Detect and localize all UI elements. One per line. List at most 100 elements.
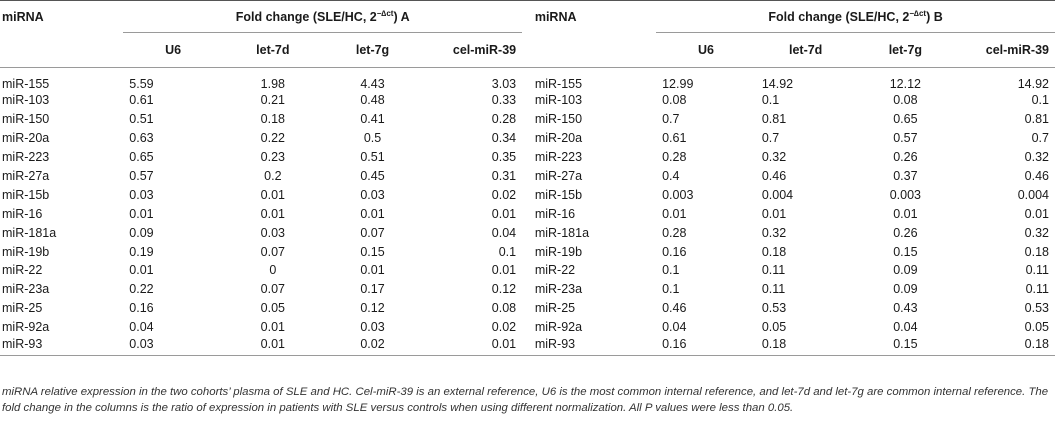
value-cell-b: 0.32 (761, 225, 787, 240)
value-cell-b: 0.11 (1025, 263, 1049, 278)
mirna-name-b: miR-16 (534, 206, 576, 221)
column-gap (522, 91, 533, 110)
value-cell-a: 0.02 (322, 336, 423, 356)
value-cell-b: 0.37 (893, 169, 918, 183)
value-cell-b: 0.81 (1024, 112, 1049, 127)
value-cell-a: 0.21 (260, 93, 285, 108)
table-row: miR-181a 0.09 0.03 0.07 0.04 miR-181a 0.28 0.32… (0, 223, 1055, 242)
value-cell-b: 0.7 (662, 112, 680, 127)
fold-change-header-a-text: Fold change (SLE/HC, 2 (235, 10, 377, 25)
value-cell-b: 0.7 (761, 131, 780, 146)
value-cell-a: 0.65 (129, 150, 154, 165)
table-row: miR-155 5.59 1.98 4.43 3.03 miR-155 12.99 14.92… (0, 68, 1055, 91)
value-cell-b: 0.65 (893, 112, 918, 127)
table-row: miR-150 0.51 0.18 0.41 0.28 miR-150 0.7 0.81 0.6… (0, 110, 1055, 129)
value-cell-b: 0.1 (1031, 93, 1049, 108)
table-row: miR-223 0.65 0.23 0.51 0.35 miR-223 0.28 0.32 0.… (0, 148, 1055, 167)
value-cell-a: 3.03 (491, 77, 517, 91)
value-cell-b: 0.09 (893, 282, 918, 297)
mirna-name-b: miR-22 (534, 263, 576, 278)
value-cell-a: 0.02 (491, 187, 517, 202)
value-cell-a: 0.03 (123, 336, 223, 356)
value-cell-a: 0.01 (360, 263, 385, 278)
column-gap (522, 0, 533, 33)
value-cell-b: 0.4 (662, 169, 680, 183)
mirna-name-b: miR-27a (534, 169, 583, 183)
value-cell-b: 0.43 (893, 301, 918, 316)
value-cell-b: 0.18 (955, 336, 1055, 356)
value-cell-b: 0.09 (893, 263, 918, 278)
mirna-name-b: miR-15b (534, 187, 583, 202)
value-cell-b: 0.04 (662, 320, 687, 335)
value-cell-b: 12.12 (889, 77, 921, 91)
col-header-a-let-7g: let-7g (322, 32, 423, 68)
mirna-name-b: miR-103 (534, 93, 583, 108)
mirna-name-a: miR-155 (2, 77, 50, 91)
table-caption: miRNA relative expression in the two coh… (2, 386, 1049, 414)
value-cell-b: 0.53 (761, 301, 787, 316)
table-row: miR-16 0.01 0.01 0.01 0.01 miR-16 0.01 0.01 0.01… (0, 204, 1055, 223)
value-cell-b: 0.1 (662, 282, 680, 297)
value-cell-a: 0.04 (491, 225, 517, 240)
value-cell-b: 14.92 (1017, 77, 1049, 91)
mirna-fold-change-table: miRNA Fold change (SLE/HC, 2−∆ct) A miRN… (0, 0, 1055, 356)
column-gap (522, 204, 533, 223)
value-cell-b: 0.05 (1024, 320, 1049, 335)
mirna-name-b: miR-92a (534, 320, 583, 335)
value-cell-a: 0.03 (129, 187, 154, 202)
value-cell-a: 0.18 (260, 112, 285, 127)
table-row: miR-19b 0.19 0.07 0.15 0.1 miR-19b 0.16 0.18 0.1… (0, 242, 1055, 261)
mirna-name-a: miR-103 (2, 93, 50, 108)
value-cell-b: 0.01 (662, 206, 687, 221)
value-cell-b: 0.05 (761, 320, 787, 335)
column-gap (522, 167, 533, 186)
fold-change-header-b: Fold change (SLE/HC, 2−∆ct) B (656, 0, 1055, 33)
mirna-name-b: miR-93 (532, 336, 657, 356)
mirna-header-a: miRNA (0, 0, 124, 33)
value-cell-b: 0.18 (755, 336, 856, 356)
value-cell-a: 0.51 (360, 150, 385, 165)
value-cell-a: 0.15 (360, 244, 385, 259)
table-row: miR-93 0.03 0.01 0.02 0.01 miR-93 0.16 0.18 0.15… (0, 336, 1055, 356)
value-cell-a: 0.01 (222, 336, 323, 356)
value-cell-b: 0.26 (893, 150, 918, 165)
mirna-header-b: miRNA (532, 0, 657, 33)
value-cell-a: 0.51 (129, 112, 154, 127)
value-cell-b: 0.04 (893, 320, 918, 335)
mirna-name-a: miR-16 (2, 206, 43, 221)
table-body: miR-155 5.59 1.98 4.43 3.03 miR-155 12.99 14.92… (0, 68, 1055, 356)
col-header-a-u6: U6 (123, 32, 223, 68)
value-cell-a: 0.5 (363, 131, 382, 146)
value-cell-b: 0.46 (662, 301, 687, 316)
mirna-name-a: miR-181a (2, 225, 57, 240)
value-cell-a: 0.01 (422, 336, 523, 356)
value-cell-b: 0.7 (1031, 131, 1049, 146)
value-cell-a: 0.09 (129, 225, 154, 240)
value-cell-a: 0.16 (129, 301, 154, 316)
header-row-group: miRNA Fold change (SLE/HC, 2−∆ct) A miRN… (0, 0, 1055, 33)
value-cell-b: 0.11 (1025, 282, 1049, 297)
value-cell-b: 0.004 (761, 187, 794, 202)
value-cell-a: 0.03 (260, 225, 285, 240)
table-row: miR-20a 0.63 0.22 0.5 0.34 miR-20a 0.61 0.7 0.57… (0, 129, 1055, 148)
value-cell-a: 0.19 (129, 244, 154, 259)
col-header-a-let-7d: let-7d (222, 32, 323, 68)
col-header-b-let-7g: let-7g (855, 32, 956, 68)
blank-header-b (532, 32, 657, 68)
value-cell-b: 0.61 (662, 131, 687, 146)
value-cell-b: 0.004 (1017, 187, 1049, 202)
value-cell-b: 0.53 (1024, 301, 1049, 316)
mirna-name-a: miR-27a (2, 169, 50, 183)
value-cell-b: 0.18 (1024, 244, 1049, 259)
value-cell-a: 0.31 (491, 169, 517, 183)
value-cell-a: 0.22 (260, 131, 285, 146)
blank-header-a (0, 32, 124, 68)
value-cell-b: 0.16 (662, 244, 687, 259)
column-gap (522, 129, 533, 148)
value-cell-b: 12.99 (662, 77, 694, 91)
column-gap (522, 148, 533, 167)
mirna-name-a: miR-19b (2, 244, 50, 259)
value-cell-a: 0.61 (129, 93, 154, 108)
mirna-name-b: miR-19b (534, 244, 583, 259)
